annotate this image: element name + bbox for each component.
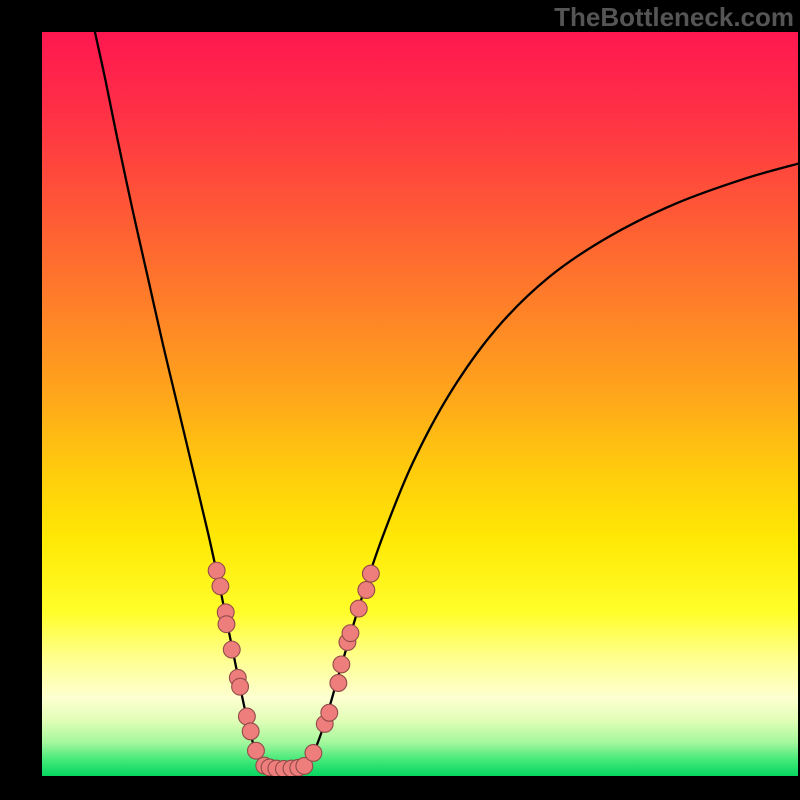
data-marker <box>212 578 229 595</box>
data-marker <box>208 562 225 579</box>
data-marker <box>330 675 347 692</box>
data-marker <box>248 742 265 759</box>
data-marker <box>238 708 255 725</box>
data-marker <box>223 641 240 658</box>
gradient-background <box>42 32 798 776</box>
data-marker <box>358 582 375 599</box>
data-marker <box>333 656 350 673</box>
data-marker <box>362 565 379 582</box>
plot-area <box>42 32 798 776</box>
data-marker <box>232 678 249 695</box>
data-marker <box>321 704 338 721</box>
frame-left <box>0 0 42 800</box>
data-marker <box>242 723 259 740</box>
data-marker <box>350 600 367 617</box>
frame-bottom <box>0 776 800 800</box>
chart-svg <box>42 32 798 776</box>
watermark-text: TheBottleneck.com <box>554 2 794 33</box>
data-marker <box>218 616 235 633</box>
data-marker <box>305 745 322 762</box>
data-marker <box>342 625 359 642</box>
